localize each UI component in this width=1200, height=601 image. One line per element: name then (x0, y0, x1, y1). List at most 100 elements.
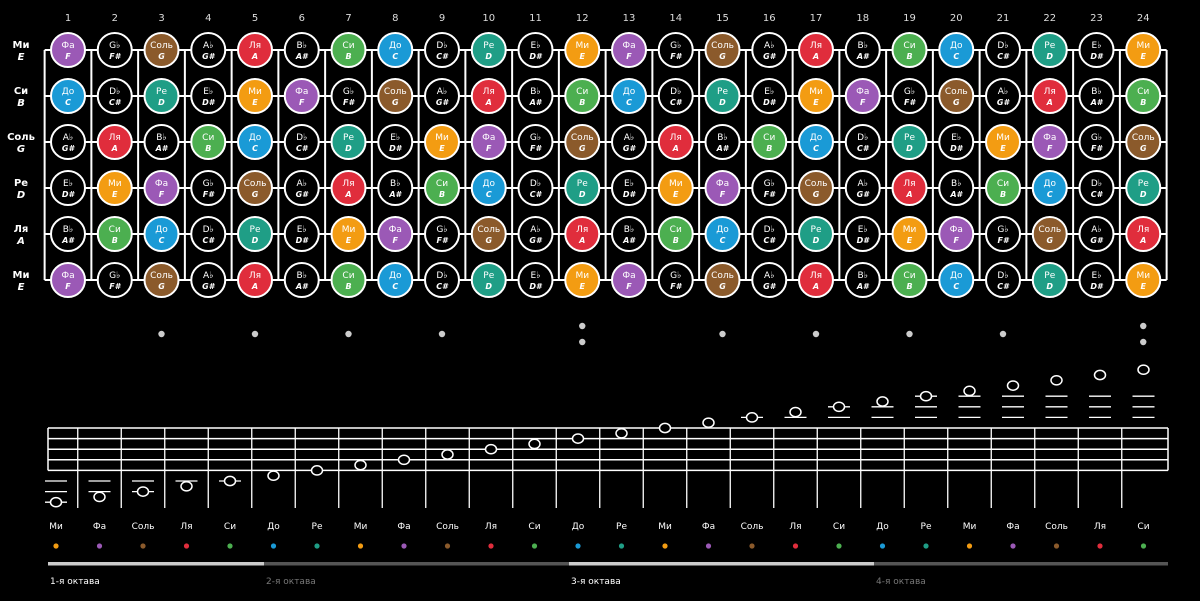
note-name: Си (1137, 87, 1149, 97)
note-cell: РеD (1125, 170, 1162, 206)
note-letter: F (954, 236, 960, 245)
scale-color-dot (227, 543, 233, 549)
note-circle (330, 32, 367, 68)
string-name-ru: Ми (13, 40, 30, 51)
string-name-ru: Соль (7, 132, 35, 143)
note-head (963, 385, 976, 397)
scale-note-name: Ми (354, 522, 368, 532)
scale-color-dot (1010, 543, 1016, 549)
note-circle (611, 78, 647, 114)
fret-number: 7 (345, 13, 351, 24)
note-cell: B♭A# (517, 78, 554, 114)
note-circle (470, 32, 507, 68)
fret-marker-dot (1140, 322, 1147, 330)
note-letter: F# (904, 98, 916, 107)
note-circle (1078, 32, 1115, 68)
note-head (441, 449, 454, 460)
note-letter: C# (436, 282, 449, 291)
note-name: D♭ (203, 225, 214, 235)
note-cell: СиB (96, 216, 133, 252)
note-cell: B♭A# (283, 32, 320, 68)
note-circle (1031, 262, 1068, 298)
note-circle (891, 32, 928, 68)
note-letter: C (720, 236, 726, 245)
note-cell: ДоC (143, 216, 180, 252)
note-circle (1125, 124, 1162, 160)
note-name: Ре (483, 41, 494, 51)
scale-note-name: Ре (312, 522, 323, 532)
note-circle (985, 78, 1021, 114)
note-circle (237, 216, 273, 252)
note-circle (330, 124, 367, 160)
note-circle (470, 262, 507, 298)
note-letter: F (626, 52, 632, 61)
note-cell: СиB (751, 124, 788, 160)
note-name: До (249, 133, 262, 143)
note-cell: A♭G# (985, 78, 1021, 114)
note-letter: F (486, 144, 492, 153)
note-letter: A (251, 52, 258, 61)
note-circle (237, 262, 273, 298)
note-letter: F# (343, 98, 355, 107)
note-circle (985, 216, 1021, 252)
scale-note: Соль (1045, 374, 1068, 549)
note-letter: A# (856, 282, 870, 291)
note-cell: ЛяA (564, 216, 601, 252)
scale-note-name: До (876, 522, 889, 532)
note-circle (1031, 170, 1068, 206)
note-circle (517, 124, 554, 160)
note-letter: C (65, 98, 71, 107)
note-circle (844, 32, 881, 68)
note-name: A♭ (203, 41, 213, 51)
scale-note-name: До (572, 522, 585, 532)
note-head (49, 496, 63, 508)
note-name: Фа (155, 179, 168, 189)
note-name: Ля (903, 179, 915, 189)
note-cell: B♭A# (143, 124, 180, 160)
note-letter: G# (296, 190, 310, 199)
note-name: Фа (856, 87, 869, 97)
note-name: G♭ (904, 87, 915, 97)
note-circle (1078, 262, 1115, 298)
note-name: До (623, 87, 636, 97)
note-name: Фа (61, 271, 74, 281)
note-name: A♭ (764, 41, 774, 51)
note-head (1050, 374, 1063, 386)
note-circle (1078, 170, 1115, 206)
note-cell: D♭C# (985, 32, 1021, 68)
note-cell: МиE (891, 216, 928, 252)
note-name: Соль (711, 271, 734, 281)
note-name: Фа (389, 225, 402, 235)
note-circle (938, 124, 975, 160)
note-head (615, 427, 628, 439)
note-head (354, 459, 367, 471)
note-letter: G# (202, 52, 216, 61)
note-name: E♭ (764, 87, 774, 97)
note-cell: G♭F# (190, 170, 227, 206)
note-cell: МиE (985, 124, 1021, 160)
note-name: Ля (342, 179, 354, 189)
note-letter: F# (109, 282, 121, 291)
note-letter: G# (62, 144, 76, 153)
note-letter: F (720, 190, 726, 199)
note-letter: F (159, 190, 165, 199)
note-cell: E♭D# (517, 32, 554, 68)
note-circle (143, 78, 180, 114)
note-cell: ЛяA (1125, 216, 1162, 252)
note-head (136, 486, 150, 497)
scale-color-dot (270, 543, 277, 549)
note-head (745, 412, 759, 423)
note-cell: G♭F# (1078, 124, 1115, 160)
note-letter: G (953, 98, 960, 107)
note-circle (1125, 78, 1162, 114)
note-circle (190, 262, 227, 298)
note-circle (751, 78, 788, 114)
note-circle (517, 170, 554, 206)
note-letter: E (580, 282, 586, 291)
note-name: Ре (717, 87, 728, 97)
note-cell: G♭F# (657, 262, 694, 298)
note-head (1137, 364, 1150, 376)
note-circle (1125, 32, 1162, 68)
